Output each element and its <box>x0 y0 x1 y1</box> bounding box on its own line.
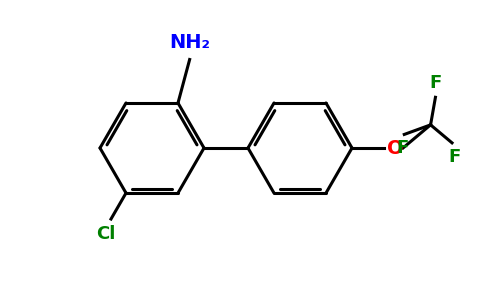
Text: F: F <box>429 74 441 92</box>
Text: F: F <box>448 148 460 166</box>
Text: F: F <box>396 140 408 158</box>
Text: O: O <box>387 139 404 158</box>
Text: NH₂: NH₂ <box>169 32 210 52</box>
Text: Cl: Cl <box>96 225 116 243</box>
